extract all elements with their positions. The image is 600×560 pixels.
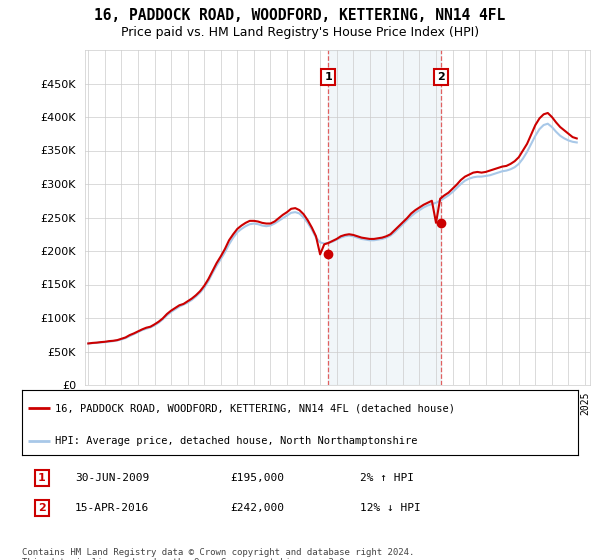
Text: 2% ↑ HPI: 2% ↑ HPI — [360, 473, 414, 483]
Bar — [328, 50, 441, 385]
Text: 2: 2 — [38, 503, 46, 513]
Text: 1: 1 — [38, 473, 46, 483]
Text: £195,000: £195,000 — [230, 473, 284, 483]
Text: 1: 1 — [325, 72, 332, 82]
Text: 15-APR-2016: 15-APR-2016 — [75, 503, 149, 513]
Text: HPI: Average price, detached house, North Northamptonshire: HPI: Average price, detached house, Nort… — [55, 436, 418, 446]
Text: £242,000: £242,000 — [230, 503, 284, 513]
Text: 30-JUN-2009: 30-JUN-2009 — [75, 473, 149, 483]
Text: Price paid vs. HM Land Registry's House Price Index (HPI): Price paid vs. HM Land Registry's House … — [121, 26, 479, 39]
Text: 2: 2 — [437, 72, 445, 82]
Text: Contains HM Land Registry data © Crown copyright and database right 2024.
This d: Contains HM Land Registry data © Crown c… — [22, 548, 415, 560]
Text: 16, PADDOCK ROAD, WOODFORD, KETTERING, NN14 4FL: 16, PADDOCK ROAD, WOODFORD, KETTERING, N… — [94, 8, 506, 23]
Text: 12% ↓ HPI: 12% ↓ HPI — [360, 503, 421, 513]
Text: 16, PADDOCK ROAD, WOODFORD, KETTERING, NN14 4FL (detached house): 16, PADDOCK ROAD, WOODFORD, KETTERING, N… — [55, 403, 455, 413]
